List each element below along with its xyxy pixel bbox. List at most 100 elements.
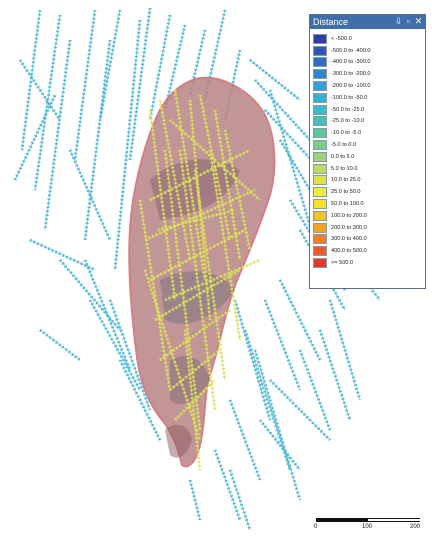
distance-legend-panel[interactable]: Distance ⇩ ▫ ✕ < -500.0 -500.0 to -400.0 -… [309, 14, 426, 289]
legend-item: -25.0 to -10.0 [313, 116, 423, 128]
legend-label: -25.0 to -10.0 [331, 118, 365, 125]
drillhole-trace-core [259, 419, 301, 471]
legend-label: 5.0 to 10.0 [331, 165, 358, 172]
legend-label: < -500.0 [331, 35, 352, 42]
drillhole-trace-core [74, 9, 96, 161]
drillhole-trace-core [189, 479, 201, 521]
legend-swatch [313, 128, 327, 139]
legend-item: -200.0 to -100.0 [313, 80, 423, 92]
legend-label: -400.0 to -300.0 [331, 59, 371, 66]
legend-items: < -500.0 -500.0 to -400.0 -400.0 to -300.0… [313, 33, 423, 269]
pin-icon[interactable]: ⇩ [394, 16, 403, 26]
legend-item: 10.0 to 25.0 [313, 175, 423, 187]
drillhole-trace-core [39, 329, 81, 361]
legend-item: -100.0 to -50.0 [313, 92, 423, 104]
drillhole-trace-core [44, 39, 71, 231]
legend-item: 200.0 to 300.0 [313, 222, 423, 234]
legend-swatch [313, 140, 327, 151]
legend-swatch [313, 45, 327, 56]
legend-item: < -500.0 [313, 33, 423, 45]
legend-item: >= 500.0 [313, 257, 423, 269]
drillholes-inside [138, 89, 261, 471]
legend-swatch [313, 234, 327, 245]
legend-swatch [313, 199, 327, 210]
legend-item: 25.0 to 50.0 [313, 186, 423, 198]
drillhole-trace-core [84, 259, 131, 371]
drillhole-trace-core [114, 19, 141, 271]
drillhole-trace-core [19, 59, 61, 121]
legend-label: 300.0 to 400.0 [331, 236, 367, 243]
drillhole-trace-core [254, 349, 301, 501]
restore-icon[interactable]: ▫ [406, 16, 411, 26]
drillhole-trace-core [169, 349, 221, 391]
legend-swatch [313, 210, 327, 221]
legend-label: 50.0 to 100.0 [331, 201, 364, 208]
legend-swatch [313, 33, 327, 44]
legend-item: -5.0 to 0.0 [313, 139, 423, 151]
drillholes-outside [13, 7, 382, 531]
drillhole-trace-core [119, 359, 161, 441]
drillhole-trace-core [254, 79, 311, 141]
legend-label: >= 500.0 [331, 260, 354, 267]
legend-item: -300.0 to -200.0 [313, 68, 423, 80]
legend-swatch [313, 222, 327, 233]
legend-item: 100.0 to 200.0 [313, 210, 423, 222]
legend-swatch [313, 104, 327, 115]
drillhole-trace-core [149, 14, 171, 121]
drillhole-trace-core [157, 209, 236, 231]
legend-swatch [313, 187, 327, 198]
legend-label: -500.0 to -400.0 [331, 47, 371, 54]
legend-item: -10.0 to -5.0 [313, 127, 423, 139]
scale-bar-graphic [316, 518, 420, 522]
scale-label-200: 200 [410, 524, 421, 530]
drillhole-trace-core [169, 119, 261, 201]
drillhole-trace-core [159, 99, 191, 261]
drillhole-trace-core [89, 299, 141, 391]
drillhole-trace-core [109, 299, 151, 411]
legend-swatch [313, 175, 327, 186]
drillhole-trace-core [264, 299, 301, 391]
legend-label: 400.0 to 500.0 [331, 248, 367, 255]
drillhole-trace-core [229, 399, 261, 481]
drillhole-trace-core [234, 299, 271, 421]
legend-item: -500.0 to -400.0 [313, 45, 423, 57]
drillhole-trace-core [59, 259, 121, 331]
legend-label: -300.0 to -200.0 [331, 71, 371, 78]
legend-titlebar[interactable]: Distance ⇩ ▫ ✕ [310, 15, 425, 29]
legend-item: -400.0 to -300.0 [313, 57, 423, 69]
drillhole-trace-core [149, 149, 251, 201]
drillhole-trace-core [164, 259, 261, 301]
drillhole-trace-core [139, 199, 171, 391]
scale-label-0: 0 [314, 524, 318, 530]
drillhole-trace-core [214, 449, 241, 521]
drillhole-trace-core [144, 269, 201, 441]
drillhole-trace-core [34, 14, 61, 191]
legend-label: -100.0 to -50.0 [331, 94, 368, 101]
drillhole-trace-core [179, 149, 216, 411]
drillhole-trace-core [84, 39, 111, 241]
drillhole-trace-core [14, 94, 56, 181]
drillhole-trace-core [229, 469, 251, 531]
drillhole-trace-core [29, 239, 96, 271]
close-icon[interactable]: ✕ [414, 16, 423, 26]
legend-item: 400.0 to 500.0 [313, 245, 423, 257]
drillhole-trace-core [99, 9, 121, 121]
legend-item: 5.0 to 10.0 [313, 163, 423, 175]
legend-swatch [313, 92, 327, 103]
legend-item: -50.0 to -25.0 [313, 104, 423, 116]
drillhole-trace-core [149, 229, 246, 281]
drillhole-trace-core [329, 299, 361, 401]
legend-swatch [313, 246, 327, 257]
legend-label: -5.0 to 0.0 [331, 142, 357, 149]
drillhole-trace-core [129, 7, 151, 161]
legend-label: 0.0 to 5.0 [331, 153, 355, 160]
legend-swatch [313, 69, 327, 80]
drillhole-trace-core [164, 24, 186, 111]
drillhole-trace-core [224, 129, 251, 251]
legend-swatch [313, 116, 327, 127]
drillhole-trace-core [164, 149, 201, 431]
scale-label-100: 100 [362, 524, 373, 530]
drillhole-trace-core [319, 329, 351, 421]
